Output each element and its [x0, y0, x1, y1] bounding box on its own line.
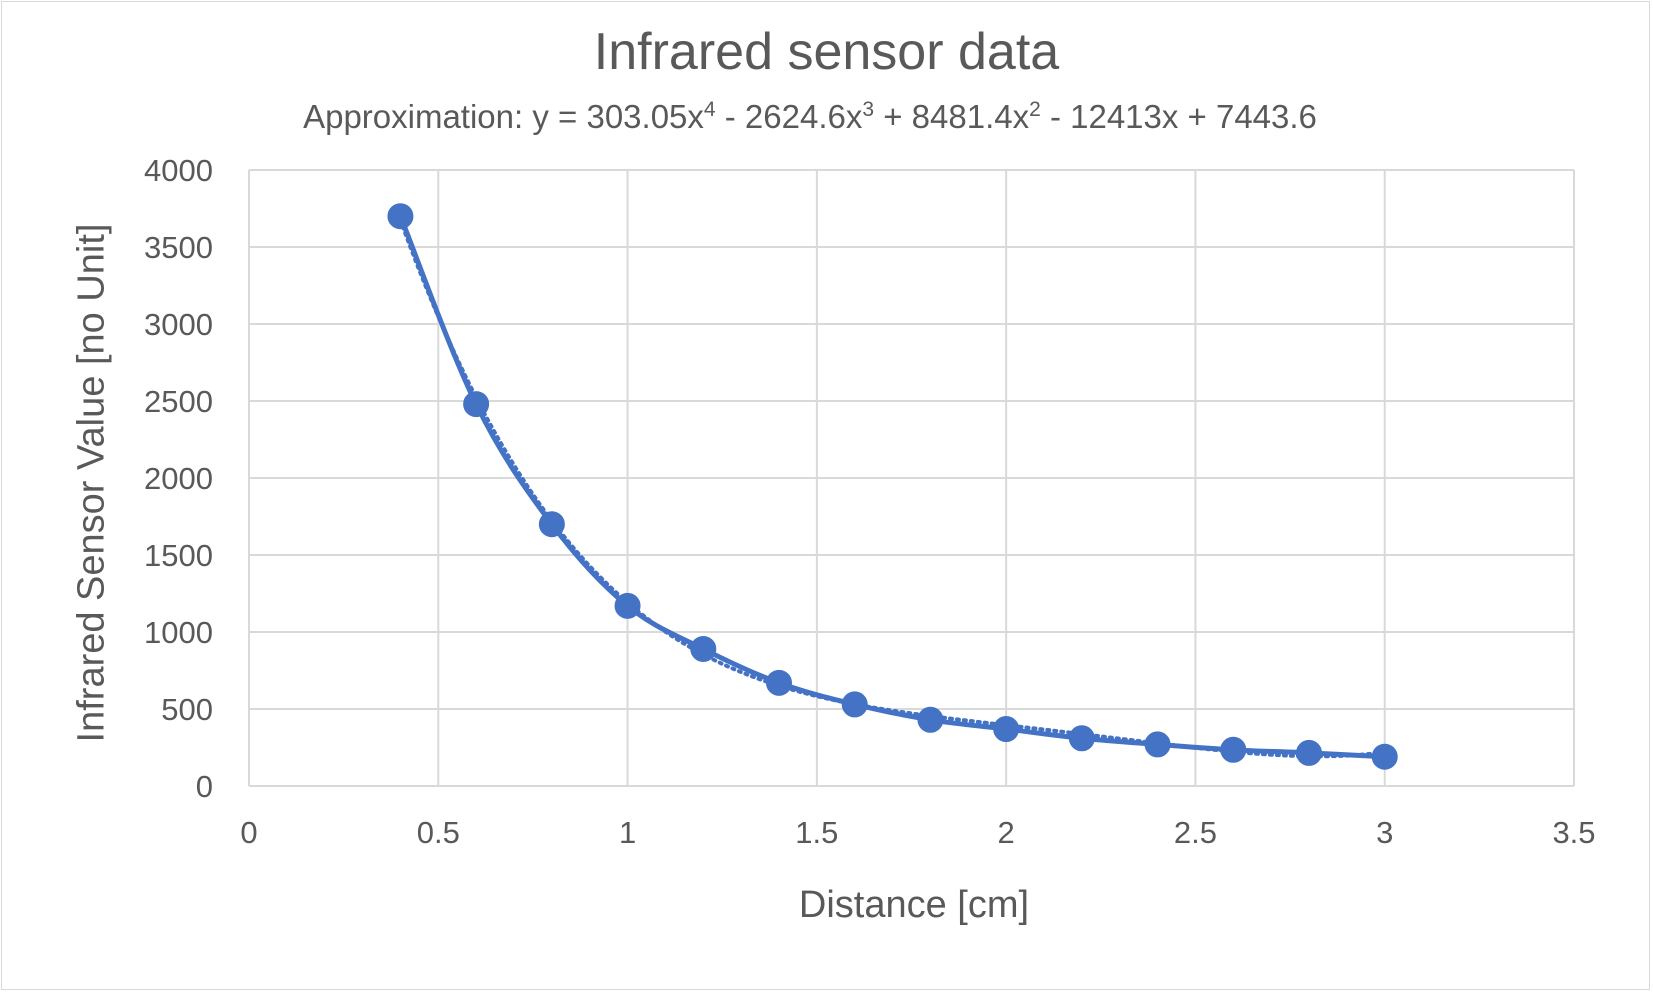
subtitle-exp3: 2 — [1029, 98, 1041, 121]
data-point — [917, 706, 944, 733]
y-tick-label: 1500 — [144, 538, 213, 573]
data-point — [1296, 739, 1322, 766]
y-tick-label: 2500 — [144, 384, 213, 419]
y-tick-label: 3500 — [144, 230, 213, 265]
data-point — [993, 716, 1020, 743]
x-tick-label: 3.5 — [1552, 815, 1595, 850]
x-tick-label: 0 — [240, 815, 257, 850]
subtitle-mid2: + 8481.4x — [874, 98, 1030, 135]
y-axis-title: Infrared Sensor Value [no Unit] — [70, 223, 113, 743]
x-tick-label: 1.5 — [795, 815, 838, 850]
y-tick-label: 0 — [196, 769, 213, 804]
x-tick-label: 3 — [1376, 815, 1393, 850]
y-tick-label: 1000 — [144, 615, 213, 650]
x-tick-label: 0.5 — [417, 815, 460, 850]
data-point — [538, 511, 565, 538]
trendline-path — [398, 218, 1387, 759]
subtitle-mid1: - 2624.6x — [715, 98, 863, 135]
subtitle-prefix: Approximation: y = 303.05x — [303, 98, 704, 135]
data-point — [1371, 743, 1398, 770]
x-axis-title: Distance [cm] — [798, 884, 1030, 926]
y-tick-label: 2000 — [144, 461, 213, 496]
data-point — [614, 592, 641, 619]
chart-subtitle: Approximation: y = 303.05x4 - 2624.6x3 +… — [0, 98, 1620, 136]
chart-title: Infrared sensor data — [593, 23, 1060, 81]
y-tick-label: 4000 — [144, 153, 213, 188]
data-series — [387, 203, 1398, 770]
data-point — [387, 203, 414, 230]
data-point — [1068, 725, 1095, 752]
x-tick-label: 2 — [998, 815, 1015, 850]
x-tick-label: 1 — [619, 815, 636, 850]
y-tick-label: 3000 — [144, 307, 213, 342]
subtitle-exp2: 3 — [862, 98, 875, 121]
subtitle-exp1: 4 — [703, 98, 716, 121]
data-point — [766, 669, 792, 696]
tick-labels: 0 500 1000 1500 2000 2500 3000 3500 4000 0 0.5 1 1.5… — [144, 153, 1596, 850]
series-line — [397, 213, 1388, 760]
subtitle-suffix: - 12413x + 7443.6 — [1040, 98, 1317, 135]
gridlines — [248, 169, 1575, 787]
data-point — [690, 635, 717, 662]
data-point — [463, 391, 490, 418]
data-point — [1220, 736, 1247, 763]
data-point — [841, 691, 868, 718]
data-point — [1144, 731, 1171, 758]
x-tick-label: 2.5 — [1174, 815, 1217, 850]
trendline — [398, 218, 1387, 759]
y-tick-label: 500 — [161, 692, 213, 727]
